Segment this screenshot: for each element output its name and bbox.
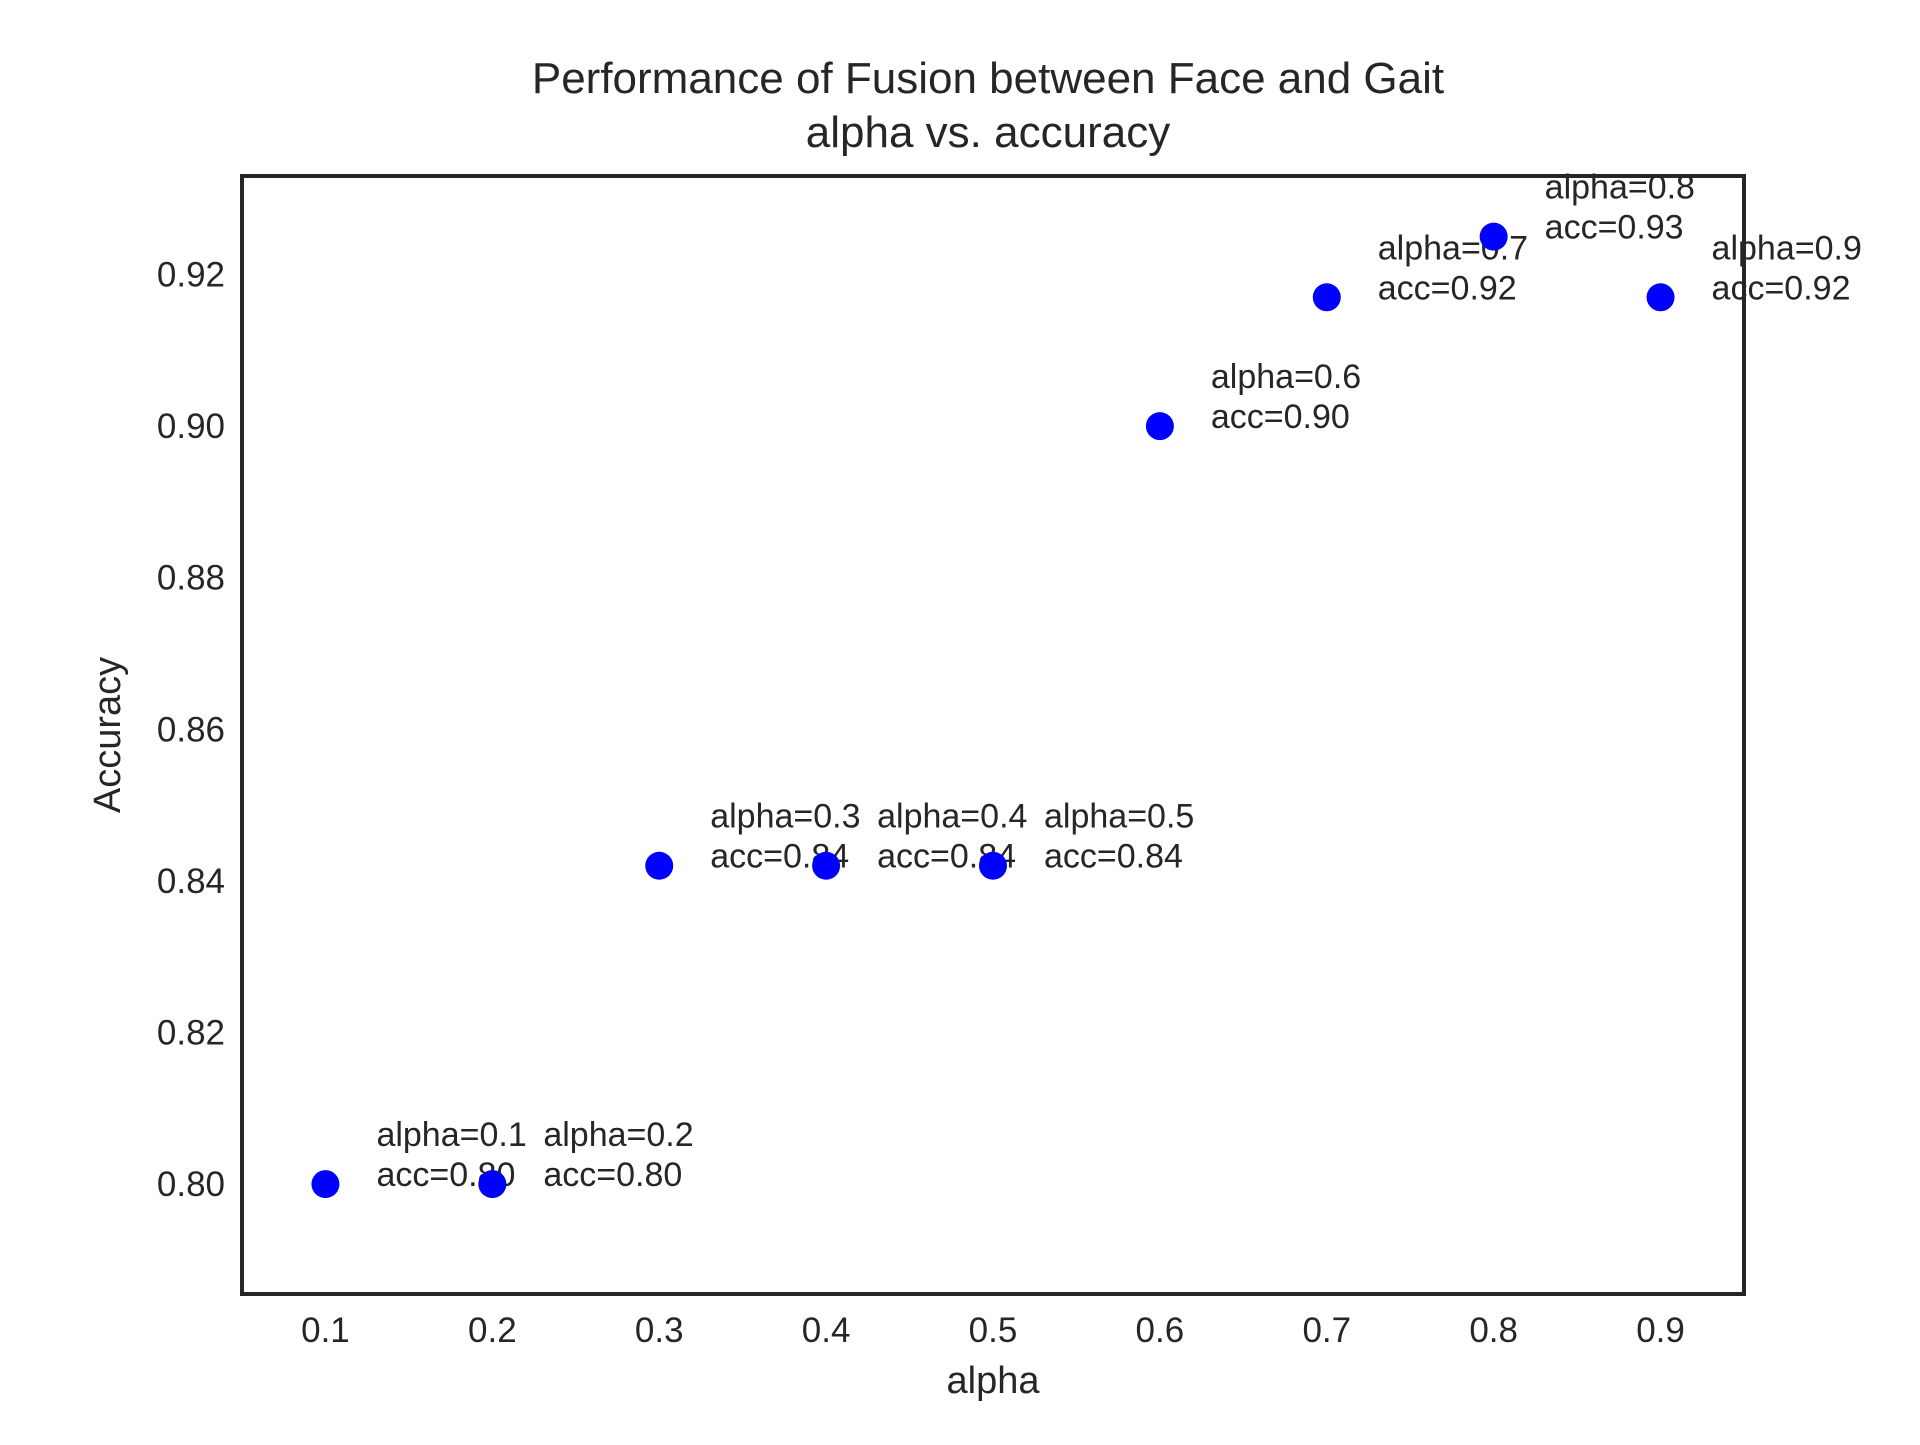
data-point (478, 1170, 507, 1199)
annotation-alpha: alpha=0.5 (1044, 798, 1194, 836)
data-point (1312, 283, 1341, 312)
annotation-alpha: alpha=0.1 (376, 1116, 526, 1154)
x-tick-label: 0.3 (635, 1311, 684, 1350)
data-point (1479, 222, 1508, 251)
annotation-alpha: alpha=0.6 (1211, 358, 1361, 396)
annotation-alpha: alpha=0.9 (1712, 229, 1862, 267)
annotation-alpha: alpha=0.2 (543, 1116, 693, 1154)
x-tick-label: 0.7 (1302, 1311, 1351, 1350)
y-tick-label: 0.82 (157, 1014, 225, 1053)
data-point (979, 851, 1007, 880)
data-point (1646, 283, 1675, 312)
annotation-alpha: alpha=0.4 (877, 798, 1027, 836)
y-tick-label: 0.90 (157, 407, 225, 446)
annotation-acc: acc=0.84 (1044, 838, 1183, 876)
chart-title: Performance of Fusion between Face and G… (532, 54, 1444, 103)
y-tick-label: 0.80 (157, 1165, 225, 1204)
x-tick-label: 0.9 (1636, 1311, 1685, 1350)
data-point (812, 851, 841, 880)
y-axis-ticks: 0.80 0.82 0.84 0.86 0.88 0.90 0.92 (157, 256, 225, 1205)
x-axis-ticks: 0.1 0.2 0.3 0.4 0.5 0.6 0.7 0.8 0.9 (301, 1311, 1685, 1350)
annotation-acc: acc=0.90 (1211, 398, 1350, 436)
x-tick-label: 0.8 (1469, 1311, 1518, 1350)
annotation-acc: acc=0.92 (1378, 269, 1517, 307)
y-tick-label: 0.88 (157, 559, 225, 598)
annotation-alpha: alpha=0.3 (710, 798, 860, 836)
x-tick-label: 0.4 (802, 1311, 851, 1350)
y-tick-label: 0.92 (157, 256, 225, 295)
x-tick-label: 0.1 (301, 1311, 350, 1350)
data-point (645, 851, 674, 880)
plot-frame (240, 174, 1746, 1296)
x-axis-label: alpha (947, 1360, 1041, 1402)
annotation-acc: acc=0.93 (1545, 209, 1684, 247)
y-tick-label: 0.86 (157, 710, 225, 749)
x-tick-label: 0.5 (969, 1311, 1018, 1350)
plot-area: alpha=0.1acc=0.80alpha=0.2acc=0.80alpha=… (311, 169, 1862, 1199)
data-point (311, 1170, 340, 1199)
y-axis-label: Accuracy (87, 657, 129, 813)
chart-subtitle: alpha vs. accuracy (806, 108, 1170, 157)
annotation-acc: acc=0.80 (543, 1156, 682, 1194)
x-tick-label: 0.2 (468, 1311, 517, 1350)
y-tick-label: 0.84 (157, 862, 225, 901)
x-tick-label: 0.6 (1136, 1311, 1185, 1350)
annotation-acc: acc=0.92 (1712, 269, 1851, 307)
data-point (1145, 412, 1174, 441)
